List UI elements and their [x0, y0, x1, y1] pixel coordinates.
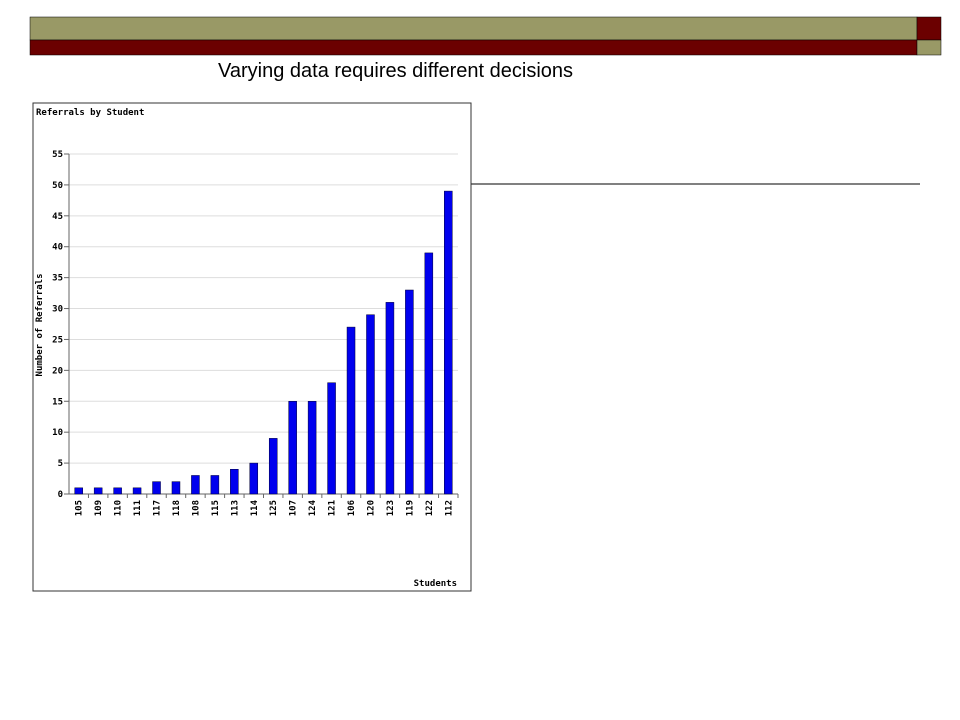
header-square [916, 16, 942, 41]
bar [132, 487, 142, 495]
x-tick-label: 112 [444, 500, 454, 516]
y-tick-label: 20 [52, 366, 63, 376]
bar [113, 487, 122, 495]
chart-title: Referrals by Student [36, 108, 144, 118]
bar [444, 190, 453, 495]
x-tick-label: 111 [133, 500, 143, 516]
y-tick-label: 40 [52, 243, 63, 253]
x-tick-label: 117 [153, 500, 163, 516]
y-tick-label: 25 [52, 335, 63, 345]
header-band [29, 39, 918, 56]
y-tick-label: 35 [52, 274, 63, 284]
bar [93, 487, 103, 495]
y-tick-label: 30 [52, 305, 63, 315]
bar [74, 487, 83, 495]
bar [152, 481, 161, 495]
y-tick-label: 0 [58, 490, 63, 500]
slide-title: Varying data requires different decision… [218, 60, 573, 82]
x-tick-label: 121 [328, 500, 338, 516]
x-tick-label: 118 [172, 500, 182, 516]
x-axis-label: Students [414, 579, 457, 589]
bar [249, 462, 259, 495]
bar [171, 481, 181, 495]
y-tick-label: 45 [52, 212, 63, 222]
bar [191, 475, 200, 495]
x-tick-label: 107 [289, 500, 299, 516]
x-tick-label: 106 [347, 500, 357, 516]
x-tick-label: 113 [230, 500, 240, 516]
bar [307, 401, 317, 495]
x-tick-label: 110 [114, 500, 124, 516]
y-tick-label: 5 [58, 459, 63, 469]
x-tick-label: 125 [269, 500, 279, 516]
plot: 0 5 10 15 20 25 30 35 40 45 50 55 105 109 110 111 117 118… [52, 150, 459, 516]
bar [346, 326, 356, 495]
bar [327, 382, 336, 495]
y-axis-label: Number of Referrals [35, 274, 45, 377]
chart-frame [32, 102, 472, 592]
header-band [29, 16, 918, 41]
header-square [916, 39, 942, 56]
bar [288, 401, 297, 495]
x-tick-label: 122 [425, 500, 435, 516]
y-tick-label: 50 [52, 181, 63, 191]
bar [210, 475, 220, 495]
x-tick-label: 120 [366, 500, 376, 516]
x-tick-label: 115 [211, 500, 221, 516]
bar [230, 469, 239, 495]
x-tick-label: 109 [94, 500, 104, 516]
y-tick-label: 10 [52, 428, 63, 438]
x-tick-label: 105 [75, 500, 85, 516]
x-tick-label: 119 [405, 500, 415, 516]
bar [268, 438, 278, 495]
y-tick-label: 15 [52, 397, 63, 407]
x-tick-label: 108 [191, 500, 201, 516]
y-tick-label: 55 [52, 150, 63, 160]
bar [405, 289, 414, 495]
bar [385, 302, 395, 495]
x-tick-label: 123 [386, 500, 396, 516]
x-tick-label: 124 [308, 499, 318, 516]
bar [366, 314, 375, 495]
x-tick-label: 114 [250, 499, 260, 516]
bar [424, 252, 434, 495]
